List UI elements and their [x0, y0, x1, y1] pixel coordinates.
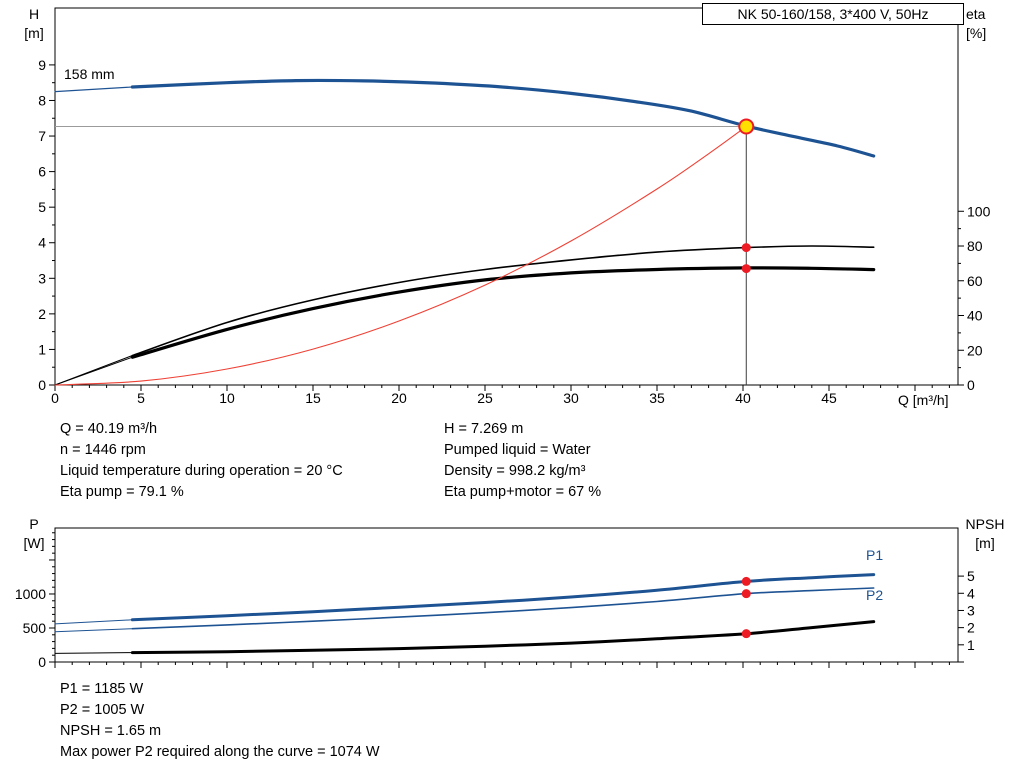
eta-axis-title-line2: [%] — [966, 25, 987, 41]
right-y-tick-label: 100 — [967, 203, 991, 219]
left-y-axis: 0 1 2 3 4 5 6 7 8 9 — [38, 57, 55, 393]
left-y-axis: 0 500 1000 — [15, 532, 55, 670]
left-y-tick-label: 0 — [38, 654, 46, 670]
right-y-axis: 12 345 — [958, 568, 975, 663]
right-y-tick-label: 0 — [967, 377, 975, 393]
info-line: Pumped liquid = Water — [444, 442, 591, 458]
info-line: H = 7.269 m — [444, 421, 524, 437]
eta-pump-motor-curve-ext — [54, 356, 133, 386]
p2-point — [741, 589, 751, 599]
right-y-axis: 0 20 40 60 80 100 — [958, 203, 991, 393]
right-y-tick-label: 80 — [967, 238, 983, 254]
h-axis-title-line2: [m] — [24, 25, 44, 41]
right-y-tick-label: 5 — [967, 568, 975, 584]
x-axis — [54, 662, 950, 668]
left-y-tick-label: 0 — [38, 377, 46, 393]
power-npsh-chart: 0 500 1000 12 345 — [15, 527, 975, 670]
npsh-axis-title-line1: NPSH — [965, 516, 1005, 532]
npsh-curve-ext — [54, 652, 133, 654]
p1-curve-ext — [54, 619, 133, 625]
x-tick-label: 45 — [821, 390, 837, 406]
npsh-curve — [130, 620, 876, 655]
duty-info-right: H = 7.269 m Pumped liquid = Water Density … — [444, 419, 601, 503]
plot-border — [54, 7, 959, 386]
right-y-tick-label: 40 — [967, 308, 983, 324]
right-y-tick-label: 2 — [967, 620, 975, 636]
duty-point-marker[interactable] — [738, 118, 755, 135]
x-tick-label: 5 — [137, 390, 145, 406]
right-y-tick-label: 60 — [967, 273, 983, 289]
h-axis-title: H [m] — [12, 5, 56, 43]
right-y-tick-label: 4 — [967, 585, 975, 601]
x-tick-label: 10 — [219, 390, 235, 406]
left-y-tick-label: 9 — [38, 57, 46, 73]
eta-pump-curve — [131, 245, 875, 357]
npsh-axis-title: NPSH [m] — [958, 515, 1012, 553]
eta-pump-motor-point — [741, 264, 751, 274]
x-tick-label: 15 — [305, 390, 321, 406]
eta-axis-title: eta [%] — [966, 5, 1010, 43]
p2-curve — [131, 587, 875, 630]
p2-curve-ext — [54, 628, 133, 633]
impeller-diameter-label: 158 mm — [64, 66, 115, 82]
x-tick-label: 30 — [563, 390, 579, 406]
system-curve — [54, 125, 747, 386]
right-y-tick-label: 3 — [967, 602, 975, 618]
npsh-point — [741, 629, 751, 639]
right-y-tick-label: 1 — [967, 637, 975, 653]
x-tick-label: 25 — [477, 390, 493, 406]
plot-border — [54, 527, 959, 663]
p-axis-title-line2: [W] — [23, 535, 45, 551]
left-y-tick-label: 4 — [38, 235, 46, 251]
eta-pump-point — [741, 243, 751, 253]
x-tick-label: 35 — [649, 390, 665, 406]
left-y-tick-label: 2 — [38, 306, 46, 322]
p1-point — [741, 576, 751, 586]
left-y-tick-label: 5 — [38, 199, 46, 215]
left-y-tick-label: 8 — [38, 92, 46, 108]
right-y-tick-label: 20 — [967, 342, 983, 358]
left-y-tick-label: 3 — [38, 270, 46, 286]
x-tick-label: 0 — [51, 390, 59, 406]
info-line: Eta pump = 79.1 % — [60, 484, 184, 500]
p-axis-title: P [W] — [12, 515, 56, 553]
duty-info-left: Q = 40.19 m³/h n = 1446 rpm Liquid tempera… — [60, 419, 343, 503]
info-line: P2 = 1005 W — [60, 702, 145, 718]
h-axis-title-line1: H — [28, 6, 40, 22]
p-axis-title-line1: P — [29, 516, 39, 532]
x-tick-label: 20 — [391, 390, 407, 406]
info-line: Eta pump+motor = 67 % — [444, 484, 602, 500]
info-line: Q = 40.19 m³/h — [60, 421, 158, 437]
power-info: P1 = 1185 W P2 = 1005 W NPSH = 1.65 m Max p… — [60, 679, 380, 763]
info-line: n = 1446 rpm — [60, 442, 146, 458]
p1-curve — [130, 573, 876, 622]
p2-curve-label: P2 — [866, 587, 884, 603]
left-y-tick-label: 500 — [23, 620, 47, 636]
p1-curve-label: P1 — [866, 547, 884, 563]
pump-designation-box: NK 50-160/158, 3*400 V, 50Hz — [702, 3, 964, 25]
left-y-tick-label: 1 — [38, 341, 46, 357]
info-line: NPSH = 1.65 m — [60, 723, 162, 739]
npsh-axis-title-line2: [m] — [975, 535, 995, 551]
x-tick-label: 40 — [735, 390, 751, 406]
qh-curve — [130, 78, 876, 158]
qh-curve-ext — [54, 86, 133, 93]
q-axis-title: Q [m³/h] — [898, 392, 949, 408]
eta-axis-title-line1: eta — [966, 6, 986, 22]
left-y-tick-label: 1000 — [15, 586, 46, 602]
left-y-tick-label: 7 — [38, 128, 46, 144]
eta-pump-motor-curve — [130, 266, 876, 359]
info-line: P1 = 1185 W — [60, 681, 144, 697]
info-line: Max power P2 required along the curve = … — [60, 744, 380, 760]
info-line: Liquid temperature during operation = 20… — [60, 463, 343, 479]
left-y-tick-label: 6 — [38, 164, 46, 180]
x-axis: 0 5 10 15 20 25 30 35 40 45 — [51, 385, 950, 406]
info-line: Density = 998.2 kg/m³ — [444, 463, 586, 479]
